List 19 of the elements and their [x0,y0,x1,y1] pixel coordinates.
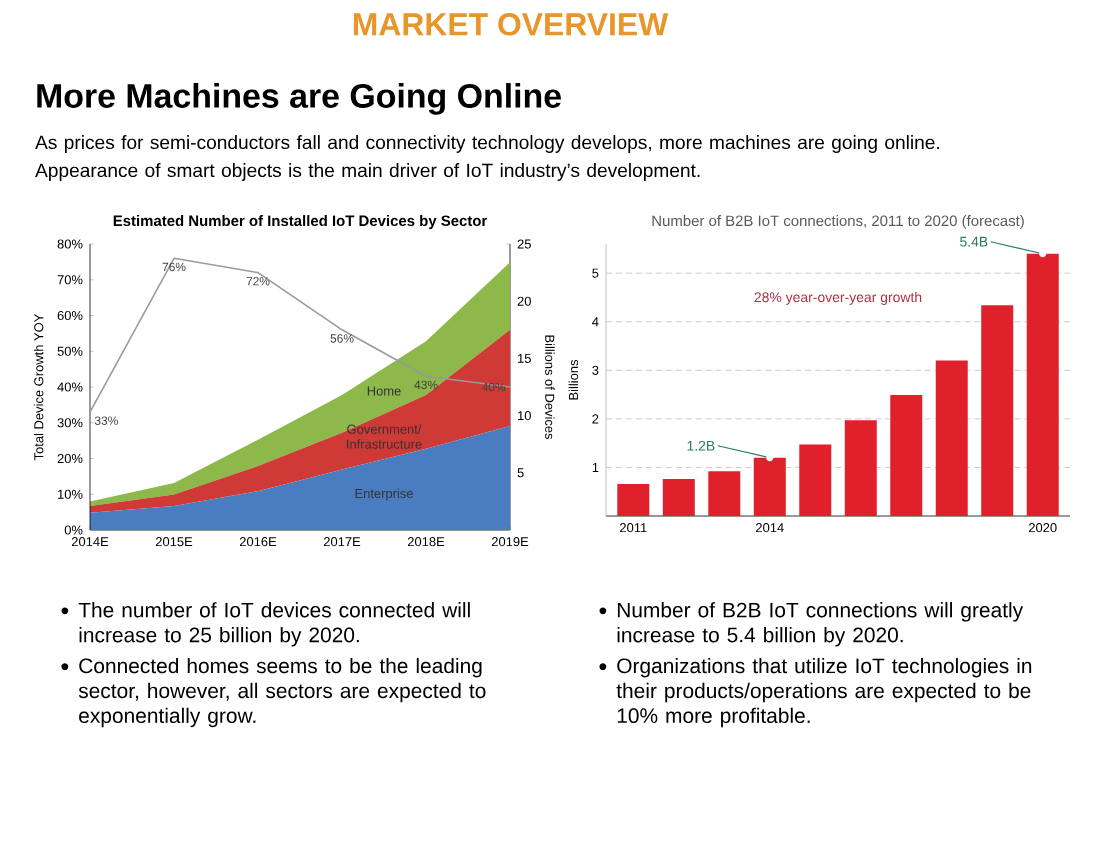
bar [753,457,786,517]
bar [799,444,832,517]
bar [662,479,695,517]
bar [935,360,968,517]
bar [844,420,877,517]
text: Organizations that utilize IoT technologies in their products/operations are expected to be 10% more profitable. [616,657,1032,728]
bar [890,395,923,517]
text: Appearance of smart objects is the main driver of IoT industry’s development. [35,163,700,181]
bar [617,483,650,517]
text: MARKET OVERVIEW [353,13,669,36]
text: More Machines are Going Online [37,83,561,115]
text: Connected homes seems to be the leading sector, however, all sectors are expected to exponentially grow. [78,657,486,728]
text: As prices for semi-conductors fall and connectivity technology develops, more machines are going online. [35,135,939,153]
text: The number of IoT devices connected will increase to 25 billion by 2020. [78,602,470,647]
bar [708,471,741,517]
text: Number of B2B IoT connections will greatly increase to 5.4 billion by 2020. [617,602,1024,647]
bar [1026,253,1059,517]
bar [981,305,1014,517]
line-series [89,257,511,413]
